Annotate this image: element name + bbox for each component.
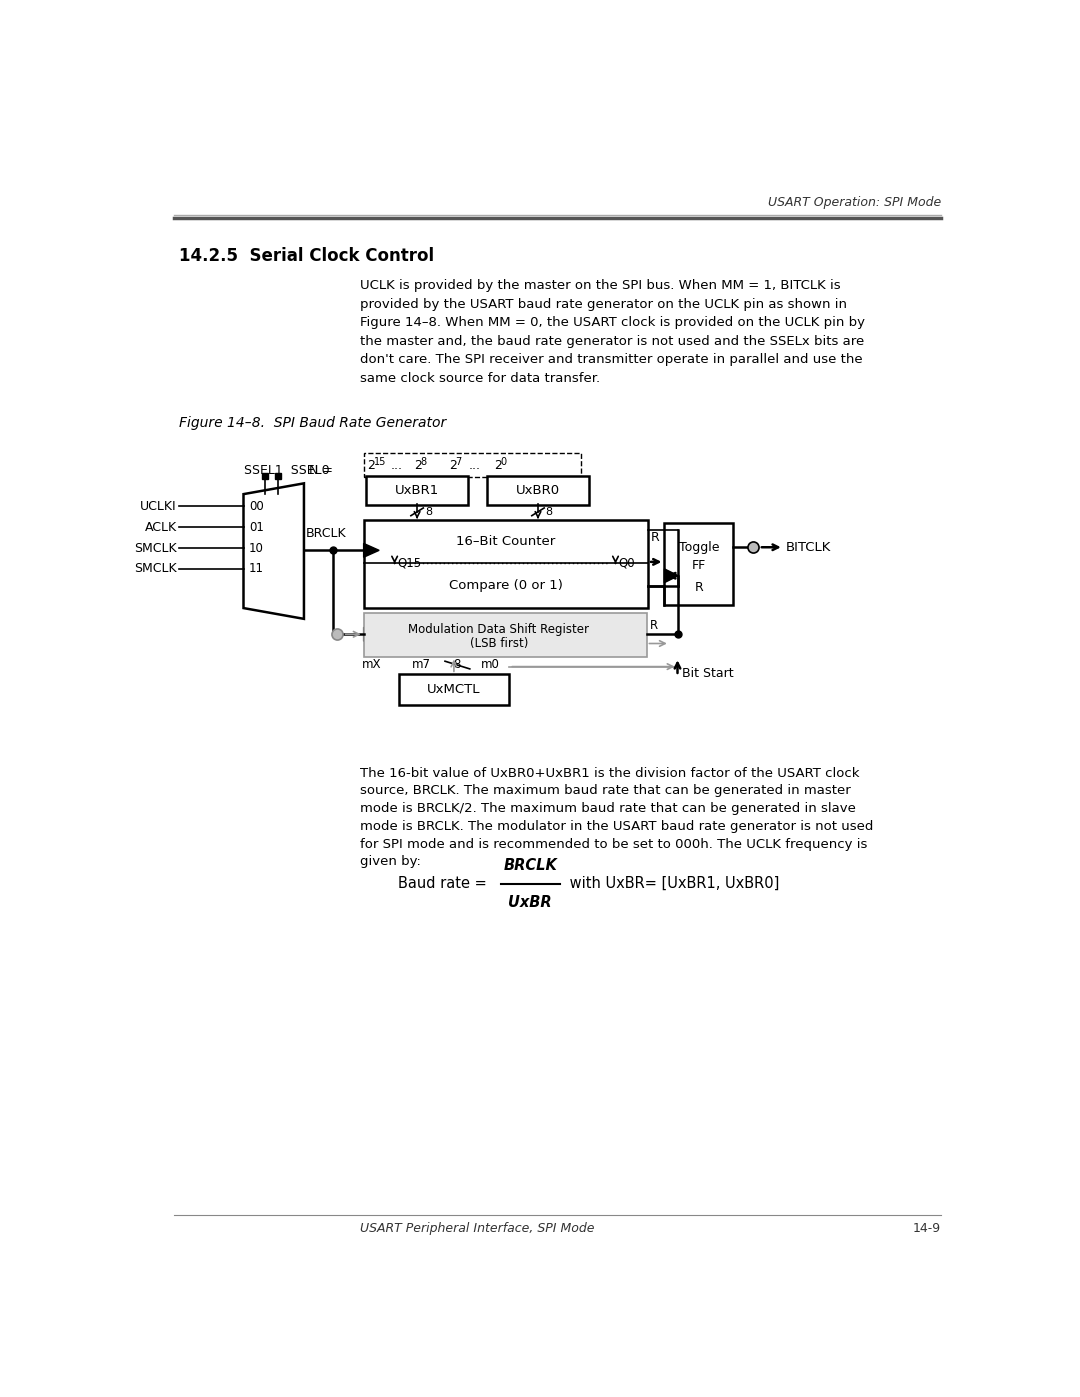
- Text: SSEL1  SSEL0: SSEL1 SSEL0: [243, 464, 329, 476]
- Text: 2: 2: [414, 460, 422, 472]
- Text: mX: mX: [362, 658, 381, 671]
- Text: Q0: Q0: [619, 557, 635, 570]
- Text: given by:: given by:: [360, 855, 420, 869]
- Text: R: R: [649, 619, 658, 633]
- Text: 8: 8: [453, 658, 460, 671]
- Polygon shape: [243, 483, 303, 619]
- Text: 00: 00: [248, 500, 264, 513]
- Text: 8: 8: [545, 507, 553, 517]
- Bar: [364, 520, 648, 608]
- Text: 8: 8: [424, 507, 432, 517]
- Text: provided by the USART baud rate generator on the UCLK pin as shown in: provided by the USART baud rate generato…: [360, 298, 847, 310]
- Text: Figure 14–8. When MM = 0, the USART clock is provided on the UCLK pin by: Figure 14–8. When MM = 0, the USART cloc…: [360, 316, 865, 330]
- Text: UxBR1: UxBR1: [395, 483, 440, 497]
- Text: (LSB first): (LSB first): [470, 637, 528, 650]
- Text: mode is BRCLK/2. The maximum baud rate that can be generated in slave: mode is BRCLK/2. The maximum baud rate t…: [360, 802, 855, 814]
- Text: 7: 7: [455, 457, 461, 467]
- Text: the master and, the baud rate generator is not used and the SSELx bits are: the master and, the baud rate generator …: [360, 335, 864, 348]
- Text: R: R: [694, 581, 703, 594]
- Text: 11: 11: [248, 563, 264, 576]
- Text: ...: ...: [469, 460, 481, 472]
- Text: FF: FF: [691, 559, 706, 573]
- Text: 2: 2: [449, 460, 457, 472]
- Text: SMCLK: SMCLK: [134, 563, 177, 576]
- Text: Toggle: Toggle: [678, 541, 719, 553]
- Text: UxMCTL: UxMCTL: [428, 683, 481, 696]
- Bar: [664, 524, 733, 605]
- Text: 16–Bit Counter: 16–Bit Counter: [456, 535, 555, 549]
- Text: for SPI mode and is recommended to be set to 000h. The UCLK frequency is: for SPI mode and is recommended to be se…: [360, 838, 867, 851]
- Text: UxBR: UxBR: [509, 894, 552, 909]
- Bar: [364, 453, 581, 478]
- Text: BRCLK: BRCLK: [306, 527, 346, 539]
- Text: 15: 15: [374, 457, 386, 467]
- Text: m0: m0: [481, 658, 499, 671]
- Text: 2: 2: [494, 460, 502, 472]
- Text: Bit Start: Bit Start: [683, 666, 733, 680]
- Text: USART Operation: SPI Mode: USART Operation: SPI Mode: [768, 196, 941, 208]
- Text: SMCLK: SMCLK: [134, 542, 177, 555]
- Text: with UxBR= [UxBR1, UxBR0]: with UxBR= [UxBR1, UxBR0]: [565, 876, 780, 891]
- Text: The 16-bit value of UxBR0+UxBR1 is the division factor of the USART clock: The 16-bit value of UxBR0+UxBR1 is the d…: [360, 767, 860, 780]
- Text: 14.2.5  Serial Clock Control: 14.2.5 Serial Clock Control: [179, 247, 434, 265]
- Text: source, BRCLK. The maximum baud rate that can be generated in master: source, BRCLK. The maximum baud rate tha…: [360, 784, 851, 798]
- Text: m7: m7: [413, 658, 431, 671]
- Text: 2: 2: [367, 460, 376, 472]
- Text: Q15: Q15: [397, 557, 422, 570]
- Text: UCLK is provided by the master on the SPI bus. When MM = 1, BITCLK is: UCLK is provided by the master on the SP…: [360, 279, 840, 292]
- Text: mode is BRCLK. The modulator in the USART baud rate generator is not used: mode is BRCLK. The modulator in the USAR…: [360, 820, 873, 833]
- Bar: [364, 613, 647, 657]
- Text: 14-9: 14-9: [913, 1222, 941, 1235]
- Text: 10: 10: [248, 542, 264, 555]
- Text: ACLK: ACLK: [145, 521, 177, 534]
- Text: UxBR0: UxBR0: [516, 483, 561, 497]
- Text: Figure 14–8.  SPI Baud Rate Generator: Figure 14–8. SPI Baud Rate Generator: [179, 415, 446, 430]
- Bar: [487, 475, 590, 504]
- Text: Modulation Data Shift Register: Modulation Data Shift Register: [408, 623, 590, 636]
- Polygon shape: [364, 543, 379, 557]
- Polygon shape: [664, 569, 678, 583]
- Text: USART Peripheral Interface, SPI Mode: USART Peripheral Interface, SPI Mode: [360, 1222, 594, 1235]
- Text: BITCLK: BITCLK: [786, 541, 832, 553]
- Text: Compare (0 or 1): Compare (0 or 1): [449, 580, 563, 592]
- Text: 8: 8: [420, 457, 427, 467]
- Text: don't care. The SPI receiver and transmitter operate in parallel and use the: don't care. The SPI receiver and transmi…: [360, 353, 862, 366]
- Text: R: R: [651, 531, 660, 543]
- Text: N =: N =: [309, 464, 334, 476]
- Polygon shape: [364, 627, 379, 641]
- Text: UCLKI: UCLKI: [140, 500, 177, 513]
- Text: ...: ...: [391, 460, 403, 472]
- Bar: [399, 675, 510, 705]
- Text: Baud rate =: Baud rate =: [399, 876, 491, 891]
- Bar: [366, 475, 469, 504]
- Text: 01: 01: [248, 521, 264, 534]
- Text: same clock source for data transfer.: same clock source for data transfer.: [360, 372, 599, 384]
- Text: BRCLK: BRCLK: [503, 858, 557, 873]
- Text: 0: 0: [500, 457, 507, 467]
